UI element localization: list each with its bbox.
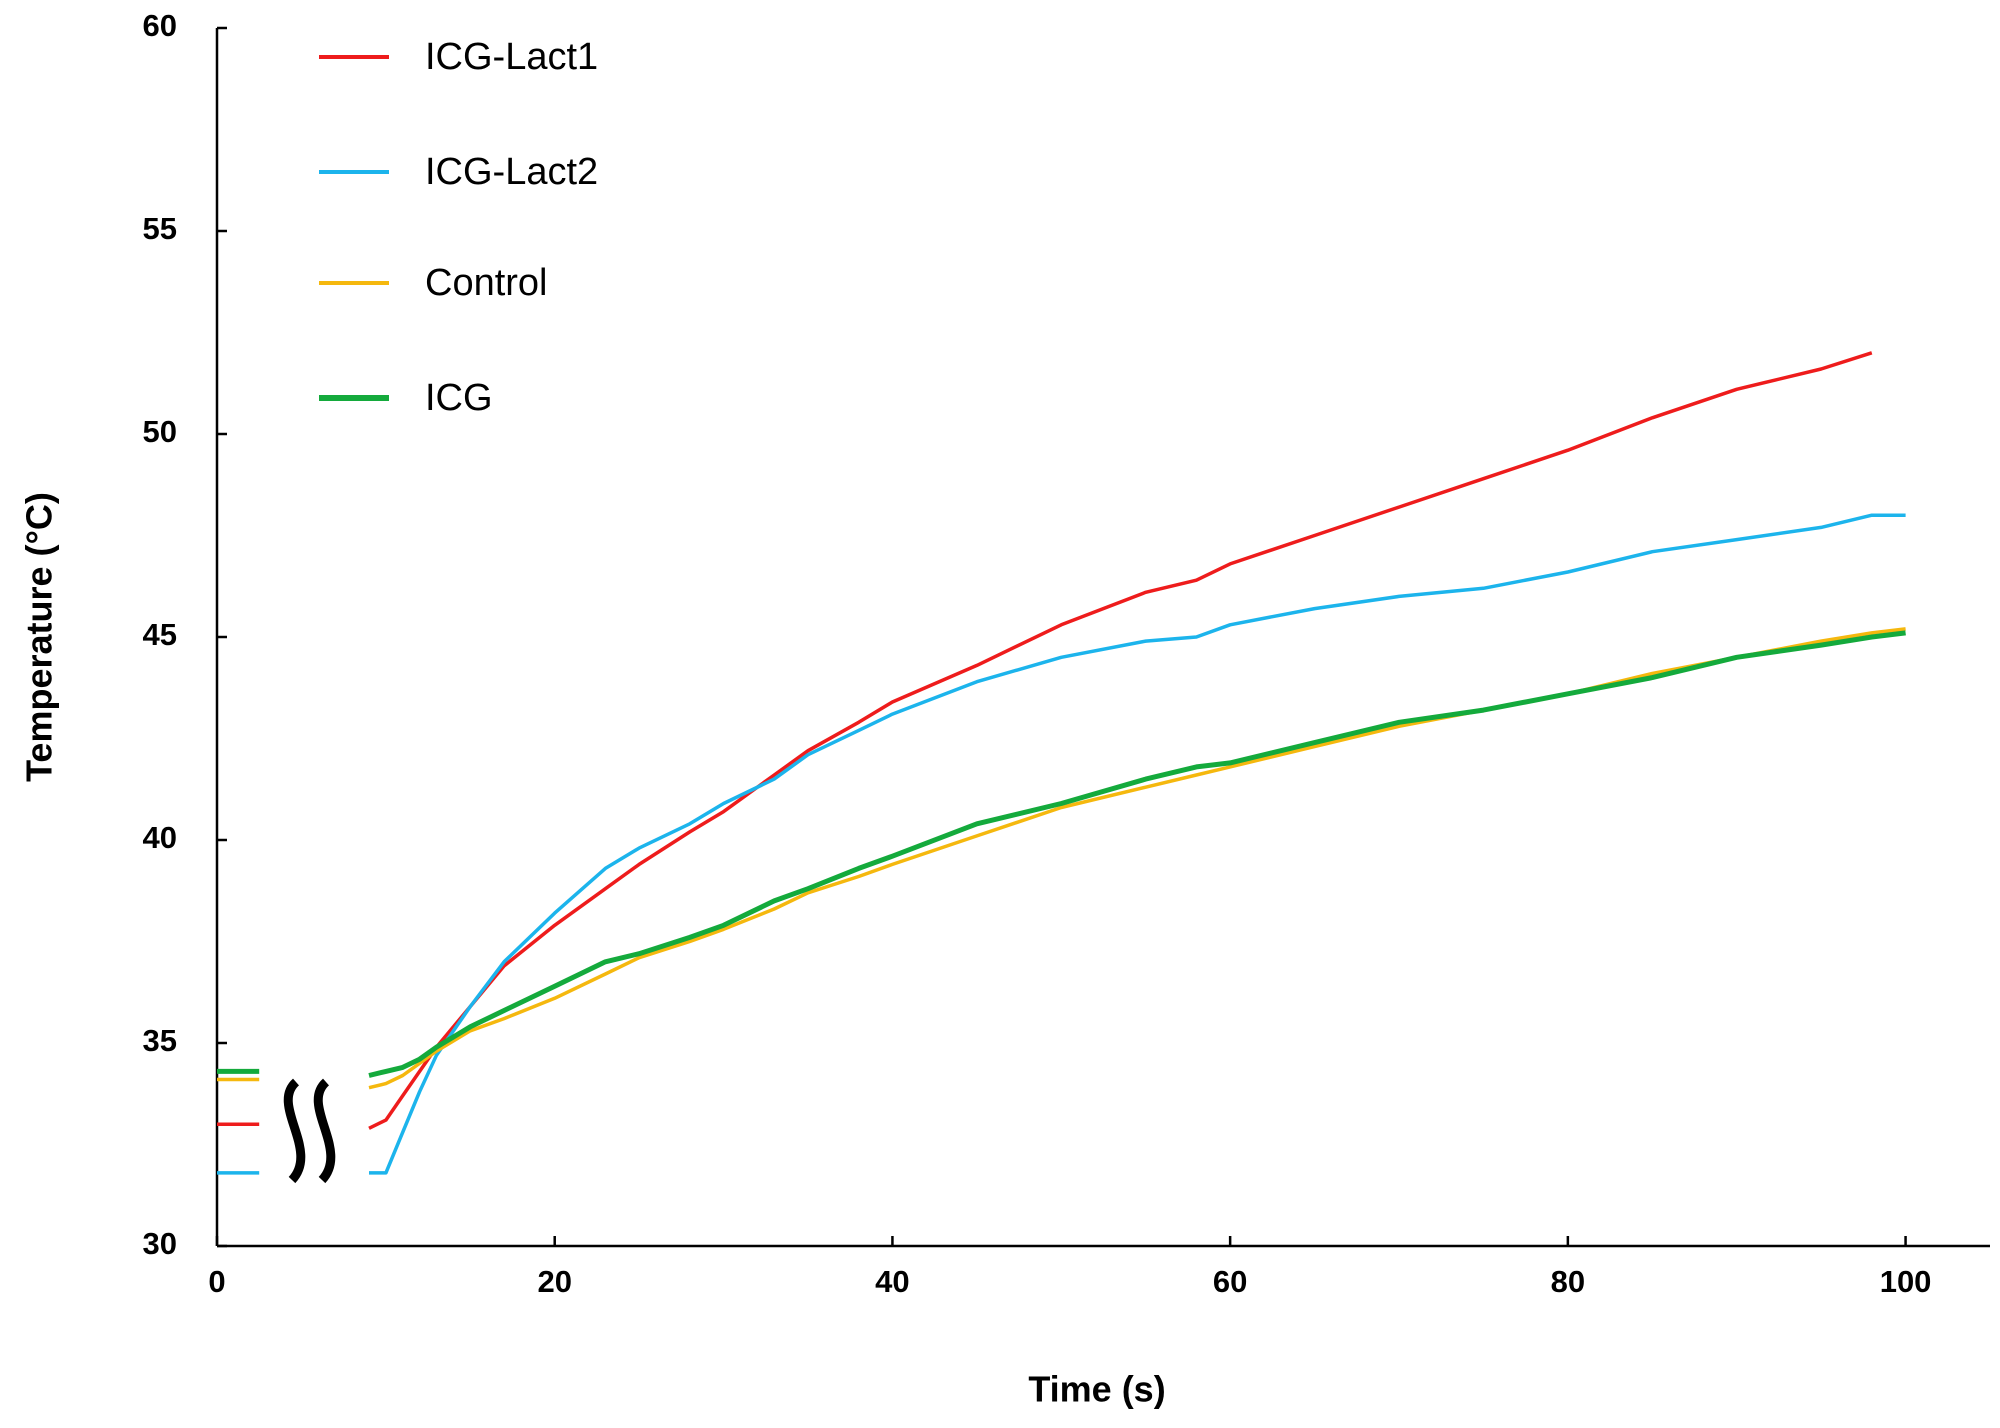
break-mark xyxy=(283,1078,306,1184)
axis-break xyxy=(283,1078,336,1184)
y-tick-label: 55 xyxy=(143,211,177,246)
x-tick-label: 40 xyxy=(875,1264,909,1299)
series-line xyxy=(217,513,1906,1175)
x-tick-label: 60 xyxy=(1213,1264,1247,1299)
break-mark xyxy=(313,1078,336,1184)
y-axis-title: Temperature (°C) xyxy=(19,492,60,782)
x-axis-title: Time (s) xyxy=(1028,1369,1165,1410)
x-tick-label: 0 xyxy=(208,1264,225,1299)
y-tick-label: 30 xyxy=(143,1226,177,1261)
y-tick-label: 40 xyxy=(143,820,177,855)
legend-label: ICG-Lact2 xyxy=(425,151,598,193)
series-line xyxy=(217,630,1906,1078)
y-tick-label: 60 xyxy=(143,8,177,43)
x-tick-label: 80 xyxy=(1551,1264,1585,1299)
legend-label: ICG xyxy=(425,377,493,419)
legend-label: Control xyxy=(425,262,548,304)
series-line xyxy=(217,627,1906,1090)
x-tick-label: 20 xyxy=(537,1264,571,1299)
x-tick-label: 100 xyxy=(1880,1264,1932,1299)
y-tick-label: 45 xyxy=(143,617,177,652)
y-tick-label: 50 xyxy=(143,414,177,449)
y-tick-label: 35 xyxy=(143,1023,177,1058)
legend-label: ICG-Lact1 xyxy=(425,36,598,78)
